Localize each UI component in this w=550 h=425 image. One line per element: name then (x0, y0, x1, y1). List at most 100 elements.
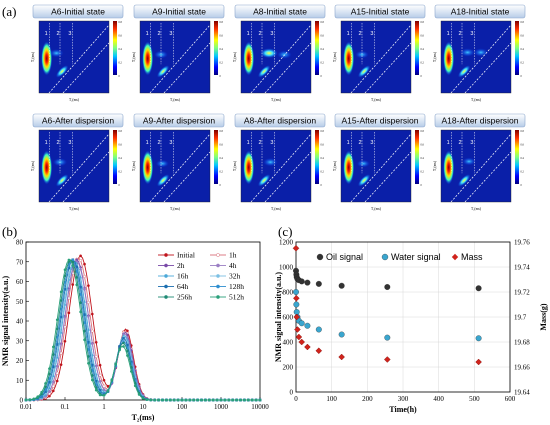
panel-title-box (434, 113, 526, 128)
series-marker (48, 367, 51, 370)
series-marker (47, 389, 51, 394)
series-marker (239, 398, 242, 402)
diagonal-line (464, 151, 511, 202)
panel-label-a: (a) (2, 4, 16, 19)
legend-marker (216, 274, 220, 278)
legend-label: Initial (177, 251, 195, 260)
series-marker (67, 258, 71, 262)
series-marker (67, 288, 71, 292)
region-label: 2 (57, 140, 60, 146)
series-marker (59, 323, 63, 327)
series-marker (192, 398, 195, 402)
y-tick-label: 40 (16, 318, 24, 326)
series-marker (63, 287, 67, 291)
water-peak (258, 65, 271, 78)
series-marker (126, 343, 129, 347)
colorbar-tick: 0.6 (220, 35, 224, 38)
signal-spot (263, 158, 278, 167)
region-label: 2 (259, 31, 262, 37)
colorbar-tick: 0.6 (521, 144, 525, 147)
region-label: 2 (259, 140, 262, 146)
series-marker (55, 318, 59, 322)
colorbar-tick: 0.6 (421, 144, 425, 147)
diagonal-line (149, 133, 210, 202)
oil-point (475, 285, 482, 292)
series-marker (133, 384, 137, 388)
panel-title-box (32, 4, 124, 19)
legend-label: 32h (229, 272, 241, 281)
series-marker (169, 398, 172, 402)
colorbar-tick: 0.2 (521, 171, 525, 174)
x-tick-label: 100 (177, 403, 188, 411)
series-marker (102, 384, 106, 388)
legend-marker (164, 284, 168, 289)
series-marker (40, 390, 43, 394)
y-tick-label: 1200 (279, 239, 294, 247)
y2-tick-label: 19.66 (514, 364, 530, 372)
series-marker (188, 398, 192, 402)
series-marker (52, 359, 55, 363)
y2-tick-label: 19.76 (514, 239, 530, 247)
panel-title-box (133, 113, 225, 128)
series-marker (122, 345, 125, 348)
heatmap-content: 1 2 3 (142, 23, 210, 93)
series-marker (208, 398, 211, 402)
region-label: 1 (247, 31, 250, 37)
heatmap-panel: A8-Initial state 1 2 3 T₂(ms) T₁(ms) 0.8 0.6 0.4… (233, 4, 326, 102)
colorbar-tick: 0.6 (119, 144, 123, 147)
region-label: 3 (270, 140, 273, 146)
x-tick-label: 200 (362, 395, 373, 403)
series-marker (98, 389, 102, 392)
x-tick-label: 600 (505, 395, 516, 403)
series-marker (98, 390, 102, 394)
heatmap-content: 1 2 3 (41, 132, 109, 202)
diagonal-line (62, 42, 109, 93)
x-axis-label: T₂(ms) (132, 413, 155, 422)
legend-label: 128h (229, 282, 244, 291)
x-axis-label: T₂(ms) (170, 98, 181, 102)
oil-peak (41, 41, 53, 76)
water-point (298, 320, 305, 327)
colorbar (315, 21, 319, 75)
y-axis-label: T₁(ms) (333, 51, 337, 62)
legend-marker (216, 295, 220, 299)
series-marker (126, 354, 129, 357)
heatmap-area (440, 129, 512, 203)
signal-spot (49, 49, 64, 58)
series-marker (126, 349, 129, 353)
mass-point (293, 294, 300, 302)
legend-marker (381, 253, 389, 261)
region-label: 1 (347, 140, 350, 146)
series-marker (94, 340, 98, 344)
colorbar-tick: 0.4 (421, 48, 425, 51)
series-marker (71, 283, 75, 286)
colorbar-tick: 0.6 (421, 35, 425, 38)
series-marker (130, 362, 133, 366)
mass-point (315, 347, 323, 355)
region-label: 2 (359, 140, 362, 146)
diagonal-line (62, 151, 109, 202)
series-marker (235, 398, 238, 402)
region-label: 3 (68, 140, 71, 146)
series-marker (67, 311, 71, 315)
series-marker (227, 398, 231, 402)
series-marker (91, 312, 94, 316)
water-peak (458, 65, 471, 78)
oil-point (384, 284, 391, 290)
heatmap-panel: A9-After dispersion 1 2 3 T₂(ms) T₁(ms) 0.8 0.6… (132, 113, 225, 211)
colorbar-tick: 0 (220, 184, 222, 187)
series-marker (55, 335, 59, 339)
oil-peak (343, 150, 355, 185)
series-marker (43, 394, 48, 398)
series-marker (102, 387, 106, 392)
y-axis-label: T₁(ms) (333, 160, 337, 171)
series-marker (153, 398, 156, 402)
colorbar-tick: 0.6 (321, 35, 325, 38)
region-label: 3 (470, 140, 473, 146)
series-marker (161, 398, 164, 402)
series-marker (86, 300, 90, 304)
colorbar-tick: 0.2 (220, 171, 224, 174)
series-marker (48, 380, 51, 384)
water-peak (458, 174, 471, 187)
series-marker (90, 342, 94, 346)
